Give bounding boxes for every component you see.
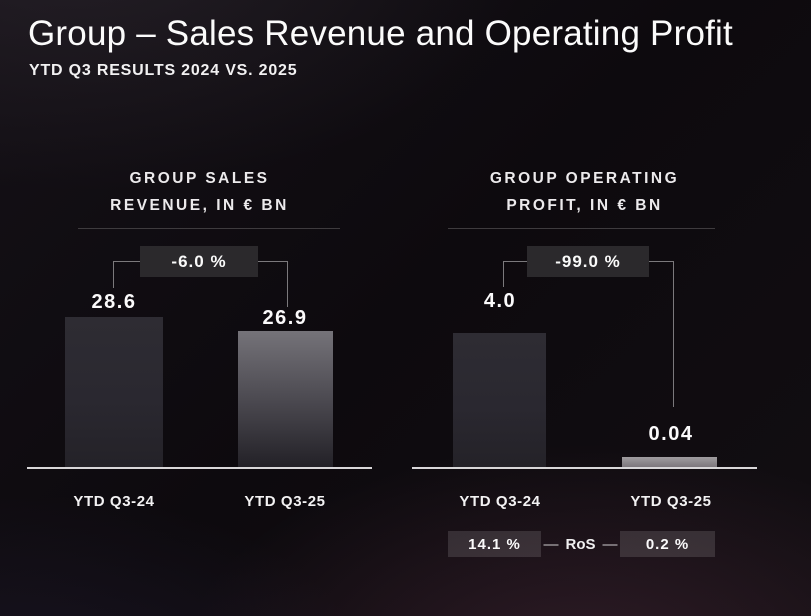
bar-ytd-q3-24 bbox=[453, 333, 546, 467]
ros-value-2025: 0.2 % bbox=[620, 531, 715, 557]
chart-title-line1: GROUP OPERATING bbox=[489, 170, 680, 187]
title-divider bbox=[78, 228, 340, 229]
page-subtitle: YTD Q3 RESULTS 2024 VS. 2025 bbox=[29, 62, 298, 79]
ros-dash-left: — bbox=[543, 535, 559, 553]
bar-value-ytd-q3-24: 4.0 bbox=[483, 290, 517, 312]
bracket-right-horizontal bbox=[649, 261, 673, 262]
bar-ytd-q3-25 bbox=[238, 331, 333, 467]
delta-badge: -6.0 % bbox=[140, 246, 258, 277]
bracket-left-vertical bbox=[503, 261, 504, 287]
page-title: Group – Sales Revenue and Operating Prof… bbox=[28, 14, 733, 53]
chart-title-line2: PROFIT, IN € BN bbox=[506, 197, 663, 214]
bracket-left-horizontal bbox=[113, 261, 140, 262]
ros-dash-right: — bbox=[602, 535, 618, 553]
bar-value-ytd-q3-25: 26.9 bbox=[262, 307, 308, 329]
bracket-right-horizontal bbox=[258, 261, 287, 262]
ros-value-2024: 14.1 % bbox=[448, 531, 541, 557]
delta-badge: -99.0 % bbox=[527, 246, 649, 277]
bracket-left-horizontal bbox=[503, 261, 527, 262]
x-label-ytd-q3-24: YTD Q3-24 bbox=[73, 493, 155, 510]
bracket-right-vertical bbox=[287, 261, 288, 307]
ros-label: RoS bbox=[565, 535, 596, 553]
bar-ytd-q3-25 bbox=[622, 457, 717, 467]
bar-ytd-q3-24 bbox=[65, 317, 163, 467]
x-label-ytd-q3-25: YTD Q3-25 bbox=[244, 493, 326, 510]
title-divider bbox=[448, 228, 715, 229]
x-label-ytd-q3-24: YTD Q3-24 bbox=[459, 493, 541, 510]
chart-sales-revenue: GROUP SALES REVENUE, IN € BN -6.0 % 28.6… bbox=[27, 160, 372, 610]
bar-value-ytd-q3-25: 0.04 bbox=[648, 423, 694, 445]
axis-baseline bbox=[412, 467, 757, 469]
bar-value-ytd-q3-24: 28.6 bbox=[91, 291, 137, 313]
ros-row: 14.1 % — RoS — 0.2 % bbox=[448, 531, 715, 557]
x-label-ytd-q3-25: YTD Q3-25 bbox=[630, 493, 712, 510]
bracket-right-vertical bbox=[673, 261, 674, 407]
chart-operating-profit: GROUP OPERATING PROFIT, IN € BN -99.0 % … bbox=[412, 160, 757, 610]
bracket-left-vertical bbox=[113, 261, 114, 288]
ros-connector: — RoS — bbox=[544, 536, 618, 553]
chart-title-line1: GROUP SALES bbox=[129, 170, 270, 187]
axis-baseline bbox=[27, 467, 372, 469]
chart-title-line2: REVENUE, IN € BN bbox=[110, 197, 289, 214]
